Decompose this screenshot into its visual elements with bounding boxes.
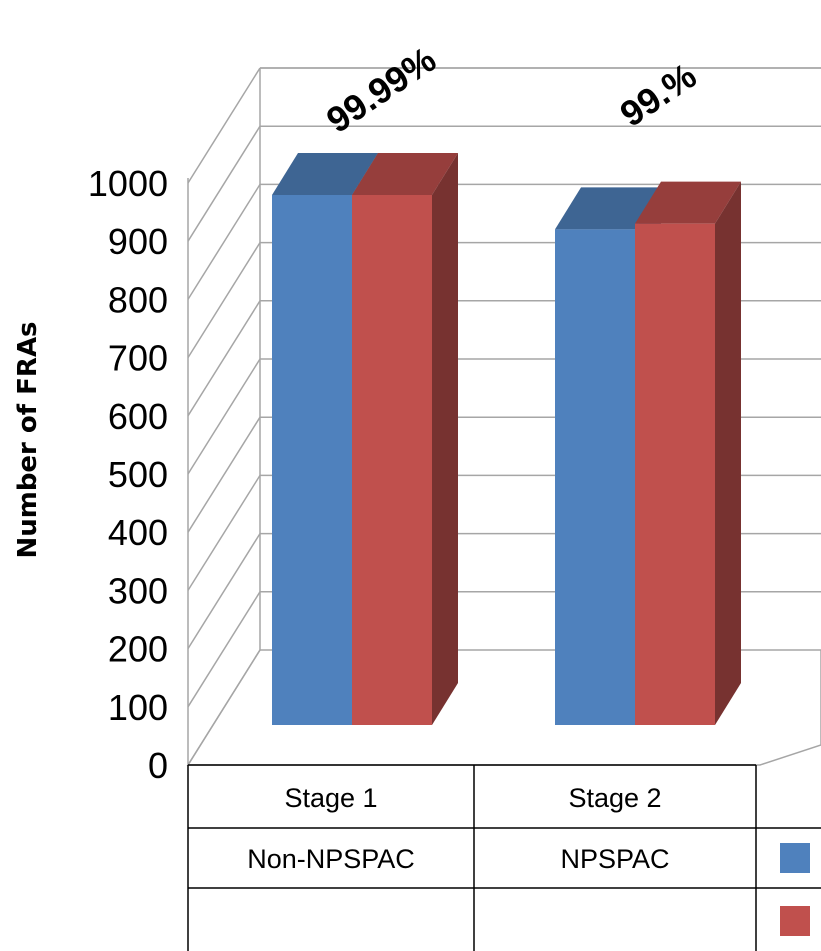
percent-label: 99.99% [319, 39, 443, 141]
bar [635, 223, 715, 725]
gridline-side [187, 300, 261, 417]
y-tick-label: 800 [108, 279, 168, 320]
bar-top [352, 153, 458, 195]
bar [555, 229, 635, 726]
percent-label: 99.% [613, 55, 704, 135]
bar-side [432, 153, 458, 725]
category-sublabel: NPSPAC [560, 844, 669, 874]
gridline-side [187, 533, 261, 649]
gridline-side [187, 475, 261, 591]
bar-top [635, 181, 741, 224]
y-tick-label: 500 [108, 454, 168, 495]
y-tick-label: 900 [108, 221, 168, 262]
y-tick-label: 200 [108, 629, 168, 670]
bar-top [555, 187, 661, 230]
gridline-side [187, 416, 261, 533]
legend-swatch [780, 906, 810, 936]
y-axis-label: Number of FRAs [13, 321, 43, 558]
y-tick-label: 700 [108, 338, 168, 379]
y-tick-label: 100 [108, 687, 168, 728]
data-table: Stage 1 Stage 2 Non-NPSPAC NPSPAC [187, 764, 821, 951]
gridline-side [187, 358, 261, 475]
category-label: Stage 1 [284, 783, 377, 813]
gridline-side [187, 649, 261, 766]
y-tick-label: 600 [108, 396, 168, 437]
y-tick-label: 0 [148, 745, 168, 786]
bar-side [715, 181, 741, 725]
category-label: Stage 2 [568, 783, 661, 813]
legend-swatch [780, 843, 810, 873]
bar [352, 195, 432, 725]
category-sublabel: Non-NPSPAC [247, 844, 415, 874]
gridline-side [187, 242, 261, 358]
gridline-side [187, 591, 261, 708]
gridline-side [187, 67, 261, 184]
percent-annotations: 99.99% 99.% [319, 39, 704, 141]
y-tick-label: 1000 [88, 163, 168, 204]
y-axis: 0 100 200 300 400 500 600 700 800 900 1000 [88, 163, 168, 786]
gridline-side [187, 184, 261, 300]
bars [272, 153, 741, 726]
y-tick-label: 300 [108, 570, 168, 611]
y-tick-label: 400 [108, 512, 168, 553]
gridline-side [187, 125, 261, 242]
bar-top [272, 153, 378, 195]
bar [272, 195, 352, 725]
